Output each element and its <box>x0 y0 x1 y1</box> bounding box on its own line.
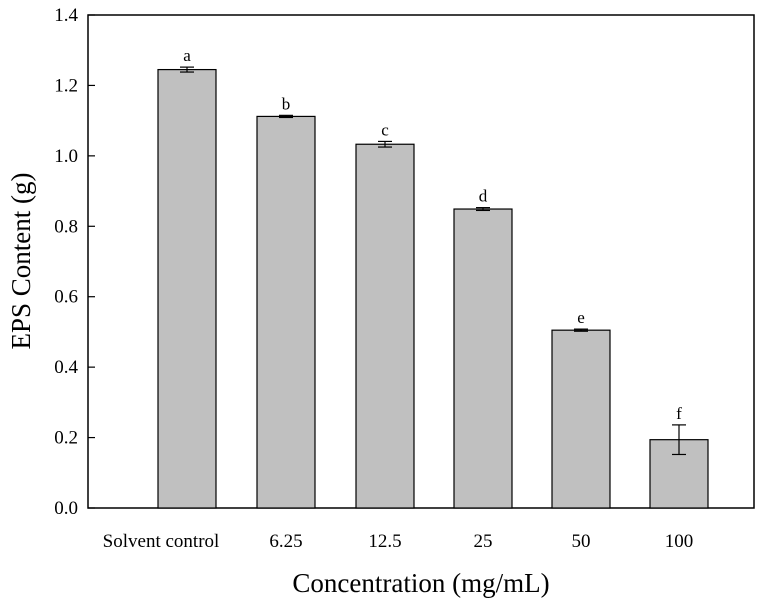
y-axis: 0.0 0.2 0.4 0.6 0.8 1.0 1.2 1.4 <box>54 5 95 519</box>
y-tick-label: 0.6 <box>54 287 78 308</box>
x-category-label: 12.5 <box>368 531 401 552</box>
y-tick-label: 0.4 <box>54 357 78 378</box>
significance-letter: b <box>282 94 291 113</box>
bar <box>551 329 611 509</box>
y-axis-title: EPS Content (g) <box>6 172 36 349</box>
y-tick-label: 0.0 <box>54 498 78 519</box>
error-bars-group <box>180 66 686 456</box>
x-category-label: 25 <box>474 531 493 552</box>
x-category-label: Solvent control <box>103 531 220 552</box>
y-tick-label: 1.4 <box>54 5 78 26</box>
bar <box>157 68 217 509</box>
bar <box>256 115 316 509</box>
bar <box>453 208 513 509</box>
y-tick-label: 1.2 <box>54 75 78 96</box>
plot-frame <box>87 14 755 509</box>
x-category-label: 100 <box>665 531 694 552</box>
x-axis-categories: Solvent control 6.25 12.5 25 50 100 <box>103 531 694 552</box>
significance-letter: f <box>676 404 682 423</box>
y-tick-label: 0.8 <box>54 216 78 237</box>
x-category-label: 6.25 <box>269 531 302 552</box>
significance-letter: c <box>381 120 389 139</box>
significance-letter: d <box>479 187 488 206</box>
significance-letter: a <box>183 46 191 65</box>
significance-letters-group: a b c d e f <box>183 46 682 423</box>
x-category-label: 50 <box>572 531 591 552</box>
bar <box>355 143 415 509</box>
significance-letter: e <box>577 308 585 327</box>
bar <box>649 439 709 509</box>
y-tick-label: 0.2 <box>54 428 78 449</box>
x-axis-title: Concentration (mg/mL) <box>292 568 549 598</box>
bars-group <box>157 68 709 509</box>
y-tick-label: 1.0 <box>54 146 78 167</box>
